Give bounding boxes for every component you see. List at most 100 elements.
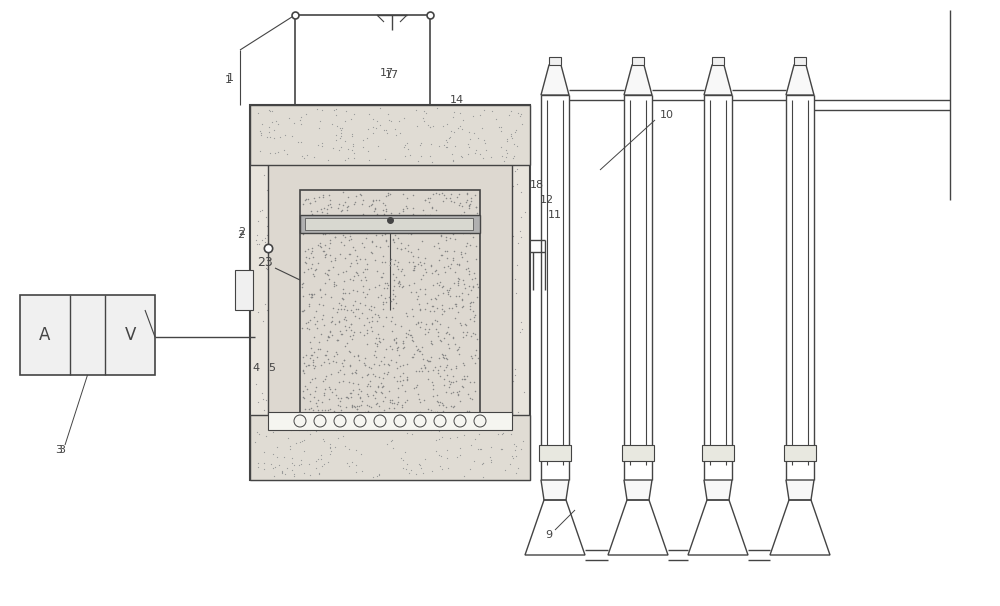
Point bbox=[440, 413, 456, 422]
Point bbox=[322, 439, 338, 448]
Point bbox=[360, 407, 376, 416]
Point bbox=[335, 200, 351, 210]
Point bbox=[451, 275, 467, 284]
Point bbox=[351, 171, 367, 181]
Point bbox=[294, 436, 310, 445]
Point bbox=[302, 337, 318, 347]
Point bbox=[293, 112, 309, 122]
Point bbox=[296, 393, 312, 403]
Point bbox=[348, 191, 364, 201]
Point bbox=[314, 315, 330, 324]
Point bbox=[416, 259, 432, 268]
Point bbox=[323, 273, 339, 282]
Point bbox=[410, 291, 426, 301]
Point bbox=[357, 292, 373, 302]
Point bbox=[396, 113, 412, 123]
Bar bbox=[250, 105, 530, 165]
Point bbox=[359, 259, 375, 269]
Point bbox=[329, 121, 345, 131]
Point bbox=[273, 338, 289, 348]
Point bbox=[445, 260, 461, 270]
Point bbox=[354, 308, 370, 318]
Point bbox=[274, 459, 290, 468]
Point bbox=[436, 190, 452, 199]
Point bbox=[390, 342, 406, 352]
Point bbox=[409, 121, 425, 131]
Point bbox=[450, 390, 466, 399]
Point bbox=[303, 343, 319, 353]
Point bbox=[416, 395, 432, 405]
Point bbox=[443, 127, 459, 136]
Point bbox=[405, 216, 421, 226]
Point bbox=[314, 185, 330, 195]
Point bbox=[377, 200, 393, 210]
Bar bbox=[702, 445, 734, 461]
Point bbox=[470, 353, 486, 363]
Point bbox=[357, 361, 373, 370]
Point bbox=[327, 253, 343, 263]
Point bbox=[445, 253, 461, 262]
Point bbox=[348, 365, 364, 375]
Point bbox=[410, 416, 426, 425]
Point bbox=[391, 227, 407, 236]
Point bbox=[505, 453, 521, 463]
Point bbox=[311, 299, 327, 309]
Point bbox=[411, 299, 427, 308]
Point bbox=[277, 130, 293, 140]
Point bbox=[395, 287, 411, 296]
Point bbox=[405, 426, 421, 436]
Point bbox=[420, 404, 436, 414]
Point bbox=[474, 376, 490, 386]
Point bbox=[382, 341, 398, 351]
Point bbox=[413, 152, 429, 161]
Point bbox=[336, 356, 352, 365]
Point bbox=[400, 240, 416, 250]
Point bbox=[296, 305, 312, 315]
Point bbox=[272, 132, 288, 142]
Point bbox=[296, 267, 312, 277]
Point bbox=[355, 208, 371, 218]
Point bbox=[352, 221, 368, 230]
Point bbox=[452, 167, 468, 177]
Point bbox=[294, 150, 310, 159]
Point bbox=[315, 423, 331, 433]
Point bbox=[366, 207, 382, 216]
Point bbox=[384, 436, 400, 445]
Point bbox=[463, 297, 479, 307]
Point bbox=[407, 219, 423, 228]
Point bbox=[333, 142, 349, 152]
Point bbox=[428, 325, 444, 335]
Point bbox=[379, 128, 395, 138]
Point bbox=[408, 382, 424, 392]
Point bbox=[516, 387, 532, 396]
Point bbox=[396, 310, 412, 320]
Point bbox=[488, 164, 504, 173]
Point bbox=[512, 111, 528, 121]
Text: 15: 15 bbox=[375, 135, 389, 145]
Point bbox=[267, 415, 283, 425]
Point bbox=[418, 268, 434, 278]
Point bbox=[398, 295, 414, 304]
Point bbox=[472, 444, 488, 454]
Point bbox=[317, 252, 333, 262]
Point bbox=[340, 281, 356, 290]
Point bbox=[443, 196, 459, 206]
Point bbox=[344, 334, 360, 344]
Bar bbox=[235, 270, 253, 310]
Point bbox=[353, 162, 369, 171]
Point bbox=[324, 387, 340, 397]
Point bbox=[469, 415, 485, 424]
Point bbox=[417, 289, 433, 299]
Point bbox=[337, 313, 353, 322]
Point bbox=[322, 263, 338, 273]
Point bbox=[307, 196, 323, 205]
Point bbox=[398, 201, 414, 210]
Point bbox=[265, 419, 281, 428]
Point bbox=[498, 467, 514, 477]
Point bbox=[366, 359, 382, 369]
Point bbox=[401, 316, 417, 325]
Point bbox=[435, 401, 451, 410]
Point bbox=[320, 405, 336, 415]
Point bbox=[408, 208, 424, 218]
Point bbox=[304, 285, 320, 295]
